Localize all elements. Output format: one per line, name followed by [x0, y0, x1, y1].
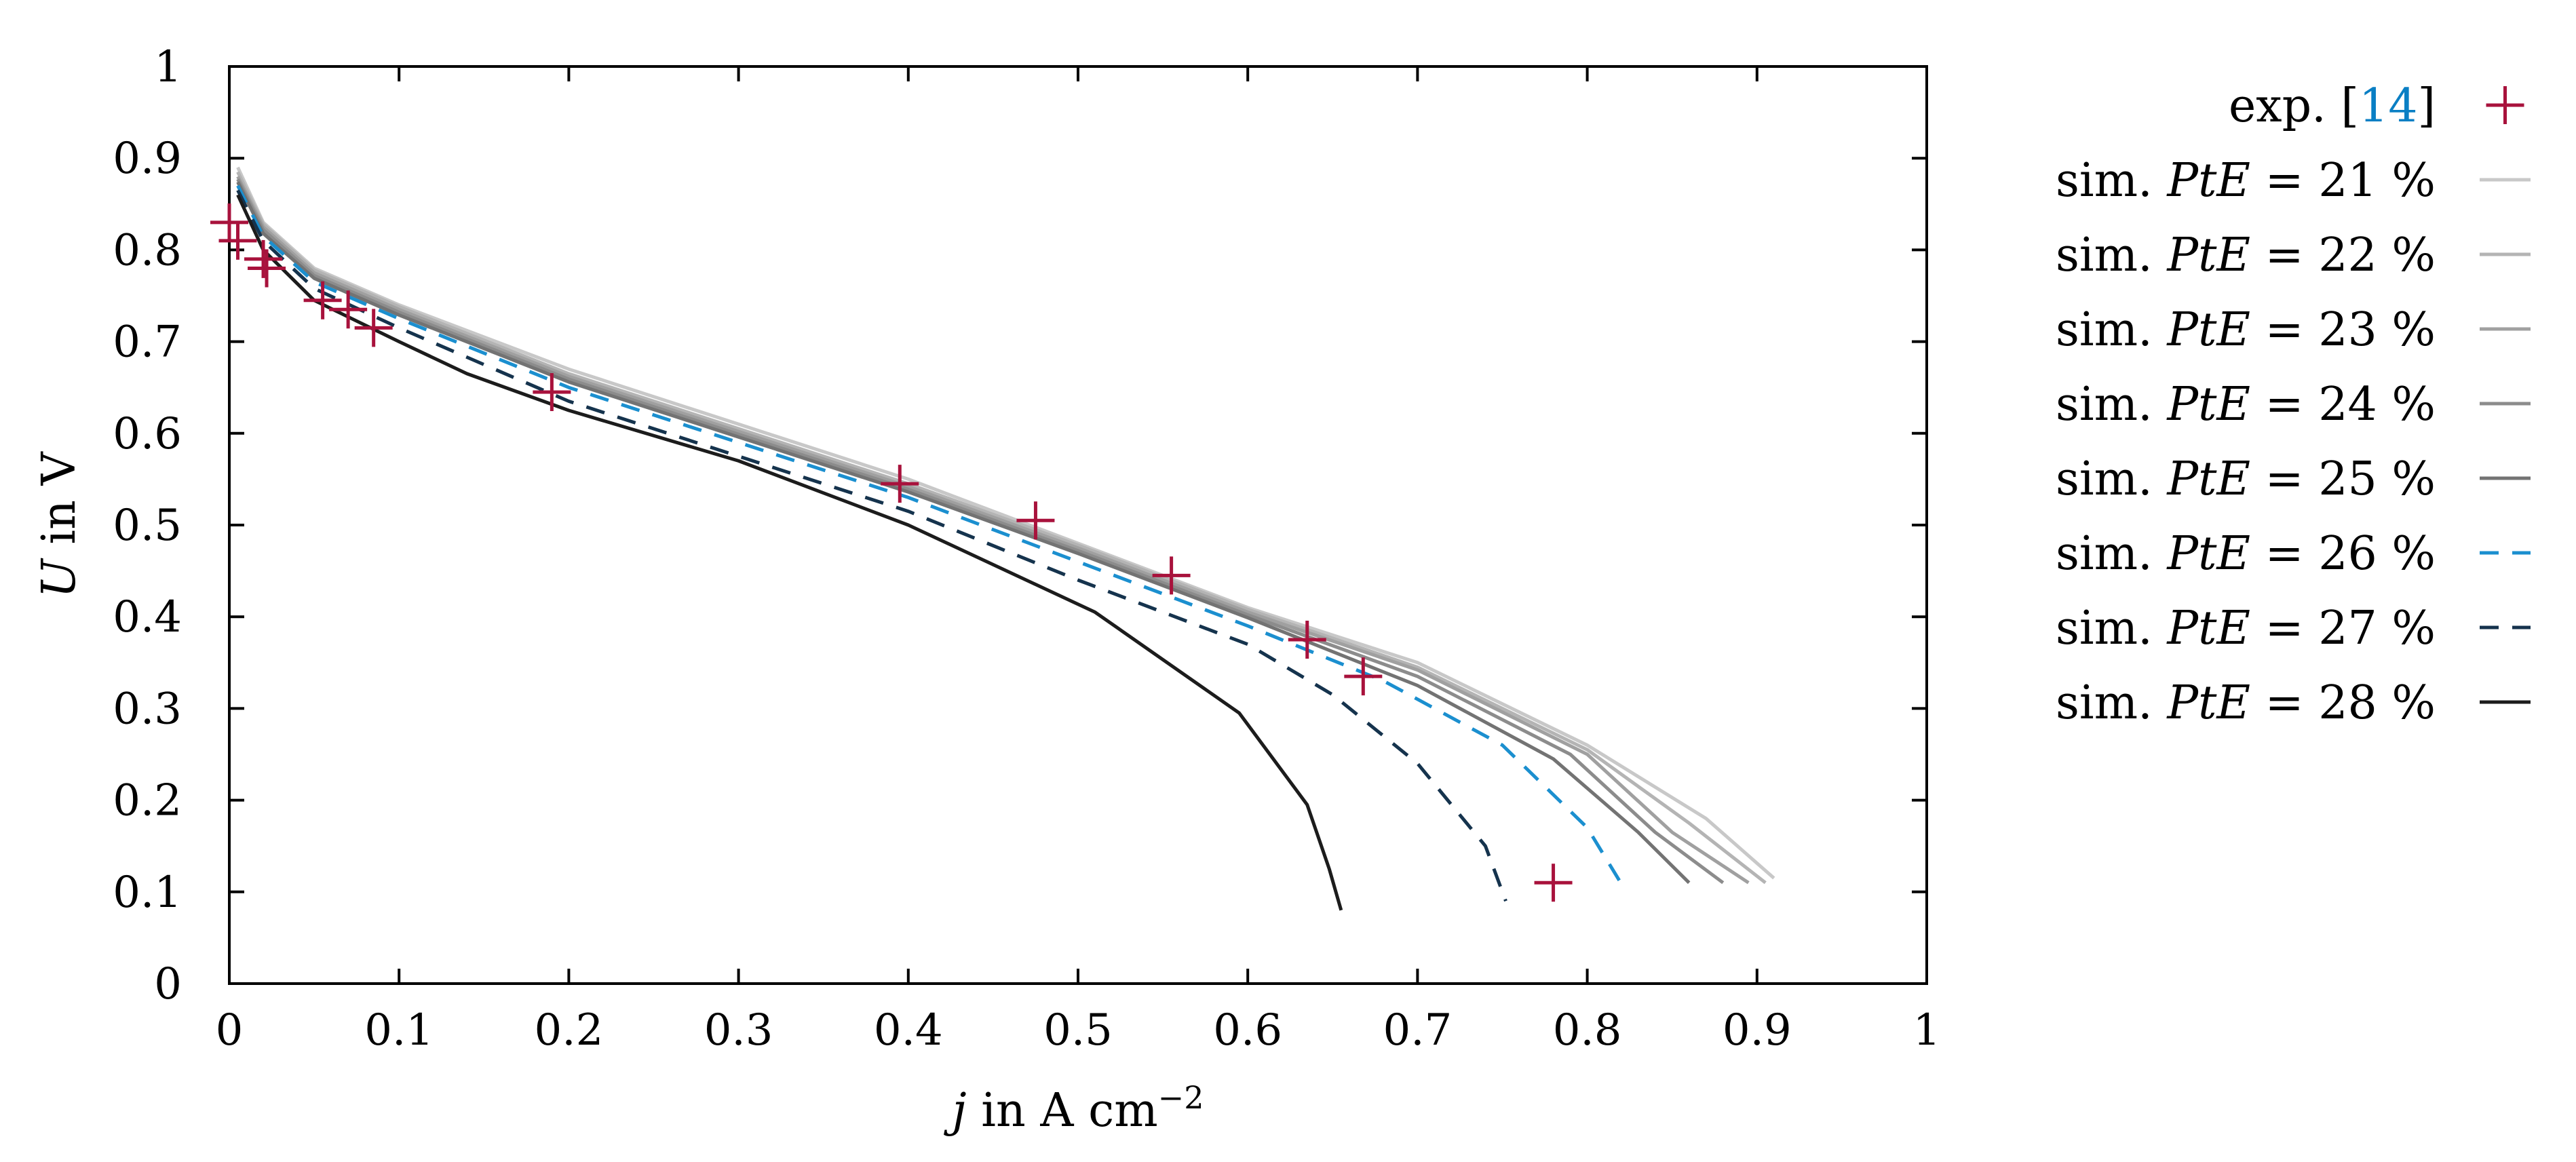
- series-line-5: [236, 181, 1691, 885]
- series-layer: [236, 166, 1775, 911]
- exp-point: [354, 309, 393, 347]
- y-tick-label: 0.5: [113, 501, 182, 551]
- exp-point: [218, 221, 257, 260]
- series-line-7: [236, 189, 1507, 902]
- legend-label-exp: exp. [14]: [2229, 79, 2436, 133]
- series-line-8: [236, 194, 1343, 911]
- legend-marker-exp: [2486, 86, 2524, 124]
- y-tick-label: 0.4: [113, 592, 182, 642]
- y-tick-label: 0: [154, 959, 182, 1009]
- legend-label-7: sim. PtE = 27 %: [2056, 602, 2436, 655]
- x-axis-title: j in A cm−2: [944, 1079, 1204, 1138]
- exp-point: [1152, 556, 1191, 595]
- series-line-6: [236, 185, 1628, 893]
- legend-label-4: sim. PtE = 24 %: [2056, 378, 2436, 431]
- y-tick-label: 0.6: [113, 409, 182, 459]
- exp-point: [244, 239, 283, 278]
- y-axis-title: U in V: [33, 451, 86, 598]
- x-tick-label: 0.5: [1043, 1005, 1113, 1056]
- series-line-3: [236, 176, 1750, 885]
- y-tick-label: 0.3: [113, 684, 182, 734]
- legend-label-1: sim. PtE = 21 %: [2056, 154, 2436, 208]
- exp-point: [303, 281, 342, 319]
- exp-point: [533, 372, 571, 411]
- series-line-4: [236, 178, 1725, 885]
- y-tick-label: 0.2: [113, 776, 182, 826]
- x-tick-label: 0.4: [874, 1005, 943, 1056]
- x-tick-label: 0.1: [364, 1005, 434, 1056]
- legend-label-5: sim. PtE = 25 %: [2056, 452, 2436, 506]
- exp-point: [1344, 657, 1383, 696]
- exp-point: [248, 249, 286, 288]
- x-tick-label: 0.7: [1383, 1005, 1453, 1056]
- x-tick-label: 0.3: [704, 1005, 773, 1056]
- exp-point: [881, 465, 919, 503]
- exp-point: [329, 290, 368, 329]
- y-tick-label: 0.1: [113, 868, 182, 918]
- experimental-points: [210, 203, 1573, 902]
- y-tick-label: 0.9: [113, 134, 182, 184]
- y-tick-label: 0.7: [113, 317, 182, 368]
- x-tick-label: 0.9: [1723, 1005, 1792, 1056]
- x-tick-label: 0.2: [535, 1005, 604, 1056]
- y-tick-label: 0.8: [113, 225, 182, 275]
- exp-point: [1016, 501, 1055, 540]
- legend: exp. [14] sim. PtE = 21 % sim. PtE = 22 % s…: [2056, 79, 2531, 730]
- axis-ticks: 0 0.1 0.2 0.3 0.4 0.5 0.6 0.7 0.8 0.9 1 0 0.1 0.2 0.3 0…: [113, 42, 1940, 1056]
- exp-point: [1288, 621, 1326, 659]
- x-tick-label: 1: [1913, 1005, 1941, 1056]
- exp-point: [1534, 864, 1573, 902]
- x-tick-label: 0.6: [1213, 1005, 1282, 1056]
- legend-label-2: sim. PtE = 22 %: [2056, 229, 2436, 282]
- exp-point: [210, 203, 248, 241]
- y-tick-label: 1: [154, 42, 182, 92]
- x-tick-label: 0: [216, 1005, 244, 1056]
- legend-label-8: sim. PtE = 28 %: [2056, 676, 2436, 730]
- x-tick-label: 0.8: [1553, 1005, 1622, 1056]
- legend-label-6: sim. PtE = 26 %: [2056, 527, 2436, 581]
- legend-label-3: sim. PtE = 23 %: [2056, 303, 2436, 357]
